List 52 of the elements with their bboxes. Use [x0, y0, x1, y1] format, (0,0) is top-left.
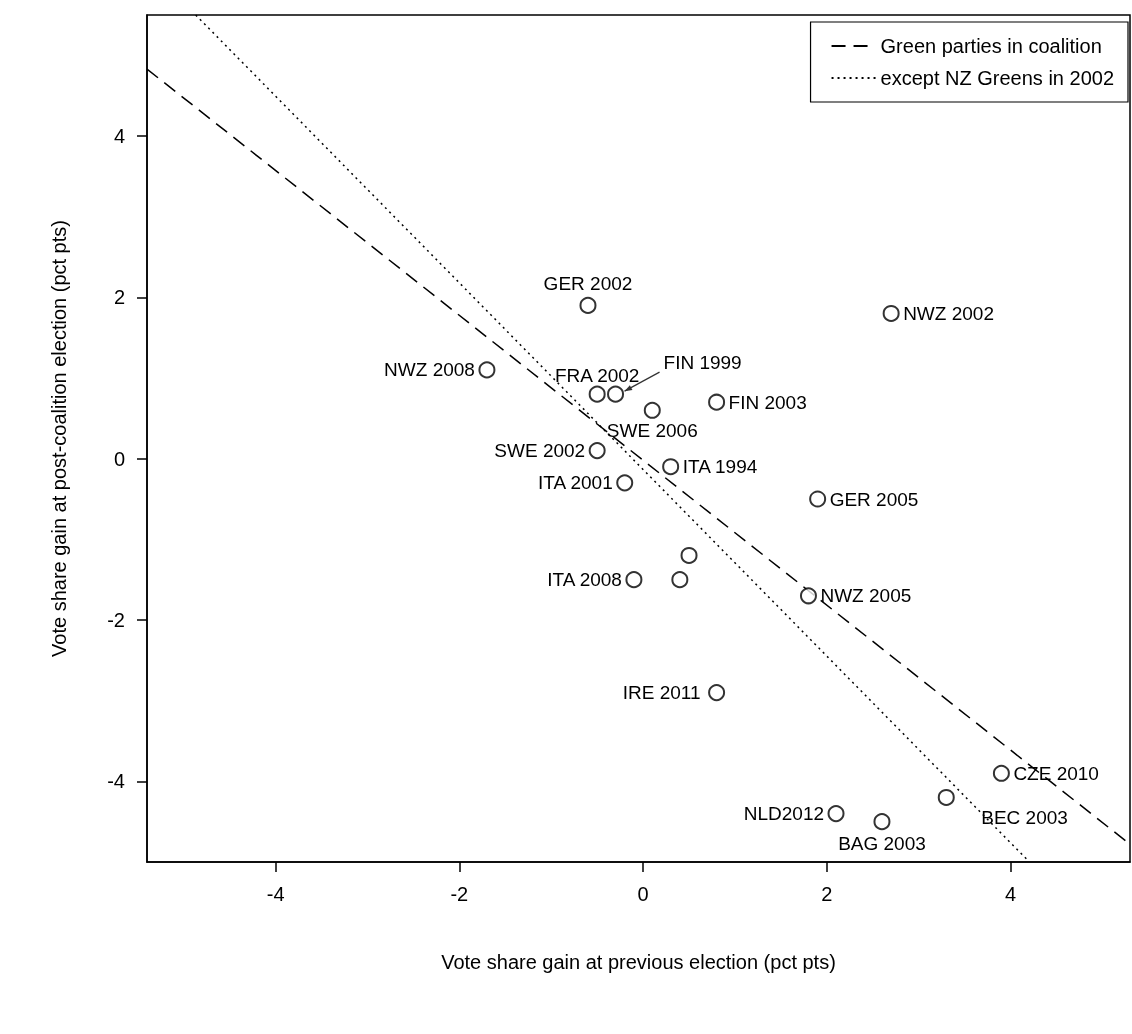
annotation: FRA 2002	[554, 364, 640, 386]
y-tick-label: 0	[113, 447, 125, 470]
annotation: NWZ 2008	[384, 359, 475, 381]
annotation: BAG 2003	[838, 833, 926, 855]
y-tick-label: -2	[107, 609, 125, 631]
point	[827, 805, 845, 823]
point	[662, 458, 680, 476]
annotation: NWZ 2002	[903, 302, 994, 324]
annotation: ITA 2008	[547, 569, 622, 591]
point	[992, 764, 1010, 782]
point	[882, 304, 900, 322]
legend-label: Green parties in coalition	[880, 35, 1102, 57]
annotation: FIN 1999	[663, 351, 742, 373]
annotation: SWE 2002	[494, 440, 586, 462]
point	[478, 361, 496, 379]
point	[708, 393, 726, 411]
annotation: SWE 2006	[606, 419, 698, 441]
point	[607, 385, 625, 403]
annotation: ITA 2001	[538, 472, 613, 494]
point	[671, 571, 689, 589]
annotation: IRE 2011	[622, 682, 701, 704]
point	[588, 442, 606, 460]
point	[588, 385, 606, 403]
annotation: NLD2012	[743, 803, 825, 825]
point	[937, 788, 955, 806]
y-tick-label: 2	[113, 286, 125, 309]
annotation: BEC 2003	[981, 806, 1068, 828]
y-tick-label: 4	[113, 125, 125, 147]
annotation: CZE 2010	[1013, 762, 1099, 784]
point	[799, 587, 817, 605]
point	[579, 296, 597, 314]
annotation: ITA 1994	[682, 456, 758, 478]
y-tick-label: -4	[107, 770, 125, 793]
point	[680, 546, 698, 564]
x-tick-label: 2	[821, 883, 833, 905]
point	[809, 490, 827, 508]
x-tick-label: -4	[266, 883, 285, 905]
x-tick-label: 0	[637, 883, 649, 905]
annotation: GER 2005	[829, 488, 919, 510]
x-tick-label: 4	[1005, 883, 1017, 905]
annotation: NWZ 2005	[820, 585, 912, 607]
x-tick-label: -2	[450, 883, 469, 905]
point	[625, 571, 643, 589]
point	[708, 684, 726, 702]
point	[873, 813, 891, 831]
legend-label: except NZ Greens in 2002	[880, 67, 1115, 89]
x-axis-title: Vote share gain at previous election (pct pts)	[441, 951, 836, 973]
y-axis-title: Vote share gain at post-coalition election (pct pts)	[48, 220, 70, 657]
annotation: FIN 2003	[728, 391, 807, 413]
annotation: GER 2002	[543, 272, 633, 294]
point	[643, 401, 661, 419]
point	[616, 474, 634, 492]
